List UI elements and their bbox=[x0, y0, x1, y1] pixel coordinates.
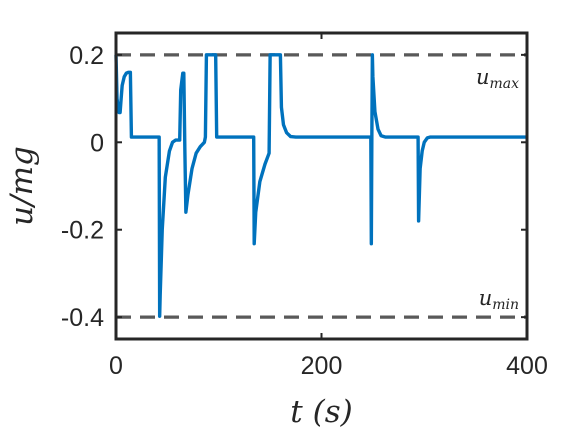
reference-label-subscript: min bbox=[492, 297, 519, 313]
reference-lines bbox=[116, 53, 527, 319]
series-line-1 bbox=[114, 53, 527, 318]
reference-label-subscript: max bbox=[489, 76, 519, 92]
axis-ticks: 0 200 400 0.2 0 -0.2 -0.4 bbox=[61, 33, 548, 380]
y-tick-label: 0.2 bbox=[69, 42, 104, 70]
reference-label-main: u bbox=[476, 65, 490, 89]
y-tick-label: 0 bbox=[90, 129, 104, 157]
x-tick-label: 0 bbox=[109, 352, 123, 380]
x-tick-label: 400 bbox=[506, 352, 548, 380]
reference-label-max: umax bbox=[476, 65, 519, 92]
y-tick-label: -0.4 bbox=[61, 304, 104, 332]
x-tick-label: 200 bbox=[301, 352, 343, 380]
x-axis-label: t (s) bbox=[290, 394, 353, 430]
plot-frame bbox=[114, 31, 529, 341]
y-tick-label: -0.2 bbox=[61, 217, 104, 245]
reference-label-min: umin bbox=[479, 286, 519, 313]
x-axis-label-main: t bbox=[290, 394, 303, 430]
series-layer bbox=[114, 53, 527, 318]
y-axis-label: u/mg bbox=[4, 146, 40, 226]
x-axis-label-unit: (s) bbox=[313, 394, 353, 430]
reference-label-main: u bbox=[479, 286, 493, 310]
